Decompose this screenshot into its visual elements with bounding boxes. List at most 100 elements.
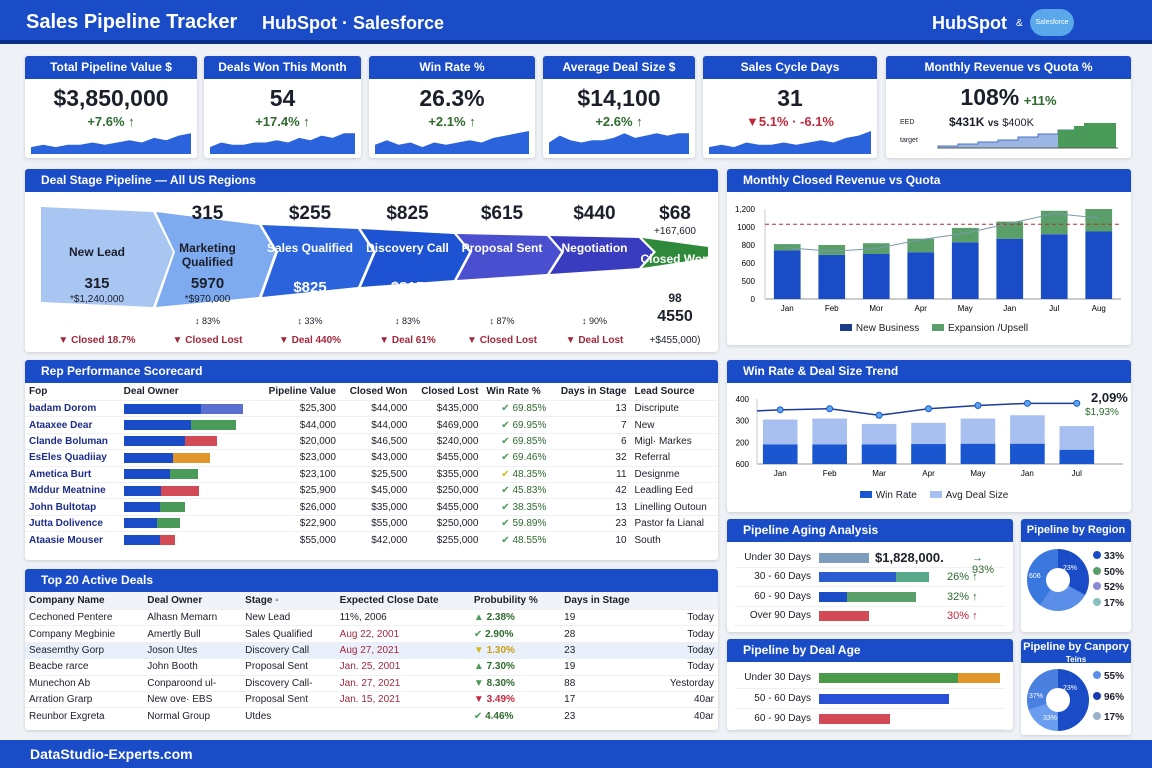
column-header[interactable]: Stage ◦ [245,595,279,606]
company-name[interactable]: Beacbe rarce [25,658,144,676]
stage: New Lead [241,608,336,626]
table-row[interactable]: Ataasie Mouser $55,000 $42,000 $255,000 … [25,531,718,549]
column-header[interactable]: Deal Owner [123,386,179,397]
panel-title: Deal Stage Pipeline — All US Regions [25,169,718,192]
rep-name[interactable]: Mddur Meatnine [25,481,120,499]
days-in-stage: 10 [550,531,631,549]
company-name[interactable]: Cechoned Pentere [25,608,144,626]
kpi-delta: +2.1% ↑ [428,114,476,129]
table-row[interactable]: Ataaxee Dear $44,000 $44,000 $469,000 ✔ … [25,416,718,434]
column-header[interactable]: Probubility % [473,595,538,606]
table-row[interactable]: Ametica Burt $23,100 $25,500 $355,000 ✔ … [25,465,718,483]
stage-outcome: +$455,000) [649,335,701,346]
win-rate: 69.46% [512,452,547,464]
days-in-stage: 13 [550,498,631,516]
closed-lost: $250,000 [411,514,483,532]
top-deals-table: Company Name Deal Owner Stage ◦ Expected Cl… [25,592,718,725]
table-row[interactable]: Mddur Meatnine $25,900 $45,000 $250,000 … [25,481,718,499]
table-row[interactable]: Beacbe rarce John Booth Proposal Sent Ja… [25,658,718,676]
rep-name[interactable]: Jutta Dolivence [25,514,120,532]
last-activity: 40ar [652,690,718,708]
company-name[interactable]: Seasemthy Gorp [25,641,144,659]
rep-name[interactable]: Ataasie Mouser [25,531,120,549]
column-header[interactable] [653,592,718,610]
lead-source: Leadling Eed [630,481,718,499]
closed-won: $44,000 [339,399,412,417]
column-header[interactable]: Lead Source [634,386,695,397]
rep-name[interactable]: EsEles Quadiiay [25,449,120,467]
trend-chart: 600 200 300 400 Jan Feb Mar Apr May Jan Jul [736,395,1123,478]
row-bar [819,611,869,622]
pipeline-value: $55,000 [257,531,340,549]
company-name[interactable]: Reunbor Exgreta [25,707,144,725]
row-label: 60 - 90 Days [754,713,811,725]
company-name[interactable]: Arration Grarp [25,690,144,708]
stage: Utdes [241,707,336,725]
table-row[interactable]: Clande Boluman $20,000 $46,500 $240,000 … [25,432,718,450]
table-row[interactable]: Seasemthy Gorp Joson Utes Discovery Call… [25,641,718,659]
last-activity: Today [652,608,718,626]
kpi-value: $3,850,000 [53,85,169,111]
legend-dot [1093,671,1101,679]
quota-step-chart [937,123,1118,149]
table-row[interactable]: badam Dorom $25,300 $44,000 $435,000 ✔ 6… [25,399,718,417]
stage: Discovery Call- [241,674,336,692]
column-header[interactable]: Closed Lost [421,386,479,397]
rep-name[interactable]: Ataaxee Dear [25,416,120,434]
column-header[interactable]: Fop [29,386,48,397]
row-bar [819,572,929,583]
table-row[interactable]: Company Megbinie Amertly Bull Sales Qual… [25,625,718,643]
revenue-legend: New Business Expansion /Upsell [727,323,1131,334]
stage-outcome: ▼ Closed Lost [467,335,537,346]
stage-name: Sales Qualified [266,241,354,255]
company-name[interactable]: Company Megbinie [25,625,144,643]
probability-trend-icon: ▲ [473,661,484,673]
rep-scorecard-table: Fop Deal Owner Pipeline Value Closed Won Clo… [25,383,718,549]
check-icon: ✔ [501,485,510,497]
stage-name: Negotiation [561,241,628,255]
lead-source: South [630,531,718,549]
column-header[interactable]: Win Rate % [486,386,541,397]
rep-name[interactable]: John Bultotap [25,498,120,516]
line-point [925,405,933,413]
column-header[interactable]: Days in Stage [564,595,630,606]
y-tick: 0 [751,295,756,304]
probability-trend-icon: ▼ [473,644,484,656]
footer[interactable]: DataStudio-Experts.com [0,740,1152,768]
trend-legend: Win Rate Avg Deal Size [727,490,1131,501]
probability: 2.38% [486,612,515,624]
bar-new-business [862,254,890,299]
column-header[interactable]: Pipeline Value [268,386,336,397]
column-header[interactable]: Company Name [29,595,105,606]
bar-win-rate [762,444,798,464]
check-icon: ✔ [501,517,510,529]
stage-value: *$7,70,000 [383,295,432,306]
rep-name[interactable]: badam Dorom [25,399,120,417]
column-header[interactable]: Days in Stage [560,386,627,397]
table-row[interactable]: EsEles Quadiiay $23,000 $43,000 $455,000… [25,449,718,467]
legend-item: 52% [1093,582,1124,593]
rep-name[interactable]: Clande Boluman [25,432,120,450]
table-row[interactable]: Jutta Dolivence $22,900 $55,000 $250,000… [25,514,718,532]
table-row[interactable]: Arration Grarp New ove· EBS Proposal Sen… [25,690,718,708]
bar-new-business [773,250,801,299]
stage-conversion: 4550 [657,308,693,325]
panel-title: Pipeline by Canpory Teins [1021,639,1131,664]
stage-top-value: $440 [573,203,616,224]
table-row[interactable]: Cechoned Pentere Alhasn Memarn New Lead … [25,608,718,626]
probability-trend-icon: ▼ [473,677,484,689]
column-header[interactable]: Expected Close Date [339,595,439,606]
table-row[interactable]: Reunbor Exgreta Normal Group Utdes ✔ 4.4… [25,707,718,725]
sparkline-area [375,131,529,154]
stage-conversion: ↕ 33% [297,316,323,326]
company-name[interactable]: Munechon Ab [25,674,144,692]
table-row[interactable]: John Bultotap $26,000 $35,000 $455,000 ✔… [25,498,718,516]
column-header[interactable]: Deal Owner [147,595,203,606]
rep-name[interactable]: Ametica Burt [25,465,120,483]
bar-new-business [907,252,935,299]
table-row[interactable]: Munechon Ab Conparoond ul- Discovery Cal… [25,674,718,692]
y-tick: 300 [736,417,750,426]
deal-owner: Conparoond ul- [143,674,242,692]
column-header[interactable]: Closed Won [349,386,408,397]
app-header: Sales Pipeline Tracker HubSpot · Salesfo… [0,0,1152,44]
